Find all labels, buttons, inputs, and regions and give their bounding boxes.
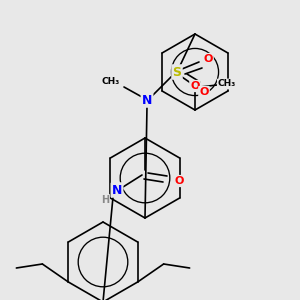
Text: H: H xyxy=(101,195,109,205)
Text: O: O xyxy=(203,54,213,64)
Text: O: O xyxy=(174,176,184,186)
Text: O: O xyxy=(190,81,200,91)
Text: CH₃: CH₃ xyxy=(102,77,120,86)
Text: N: N xyxy=(142,94,152,106)
Text: S: S xyxy=(172,65,182,79)
Text: O: O xyxy=(199,87,209,97)
Text: CH₃: CH₃ xyxy=(218,80,236,88)
Text: N: N xyxy=(112,184,122,196)
